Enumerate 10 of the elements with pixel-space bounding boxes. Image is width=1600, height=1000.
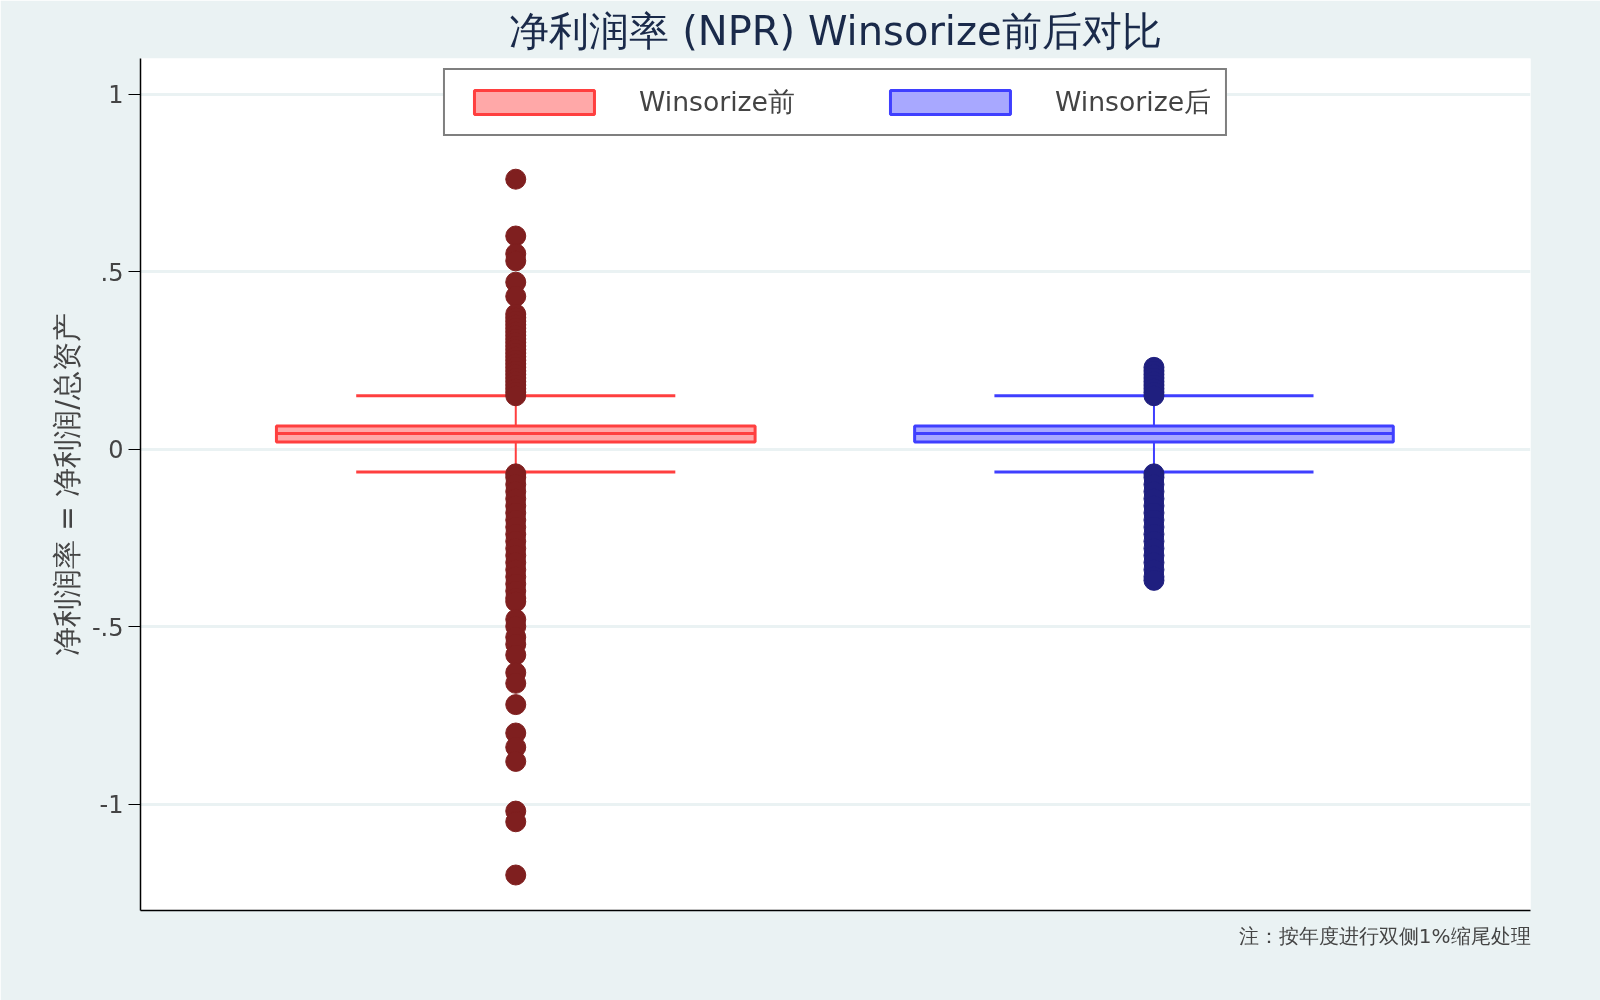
legend-label: Winsorize后 [1055,85,1212,119]
legend-label: Winsorize前 [638,85,795,119]
y-tick-label: -.5 [91,613,124,642]
y-tick-label: 0 [108,436,124,464]
y-tick-label: .5 [100,258,124,287]
text: 注：按年度进行双侧1%缩尾处理 [1238,923,1531,948]
y-tick-label: -1 [99,791,124,819]
y-axis-title: 净利润率 = 净利润/总资产 [49,312,84,657]
chart-title: 净利润率 (NPR) Winsorize前后对比 [509,7,1162,54]
y-tick-label: 1 [108,81,124,109]
